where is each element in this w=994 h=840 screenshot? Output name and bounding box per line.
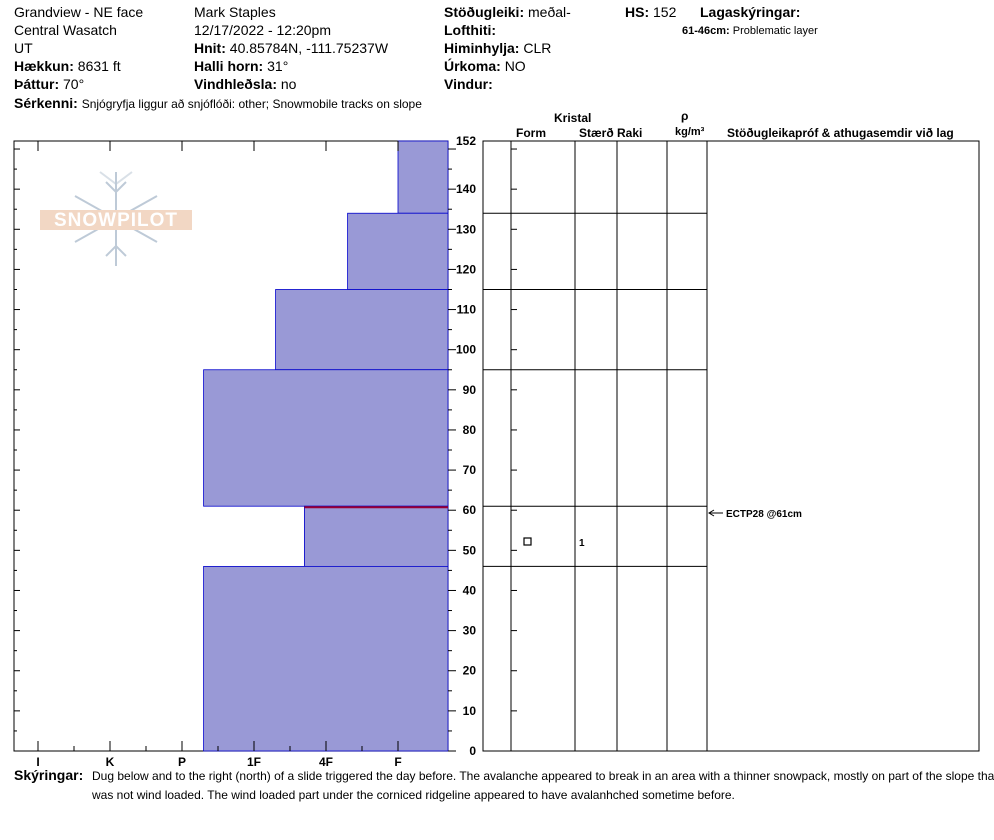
layer-notes-label: Lagaskýringar: <box>700 4 801 20</box>
hardness-layer-bar <box>275 289 449 371</box>
elevation-value: 8631 ft <box>77 58 121 74</box>
precipitation: Úrkoma: NO <box>444 58 526 74</box>
hardness-layer-bar <box>347 212 449 290</box>
coordinates: Hnit: 40.85784N, -111.75237W <box>194 40 388 56</box>
hardness-tick-label: K <box>106 755 115 769</box>
crystal-header: Kristal <box>554 111 592 125</box>
layer-note-text: Problematic layer <box>732 25 818 37</box>
depth-tick-label: 110 <box>457 303 477 317</box>
datetime: 12/17/2022 - 12:20pm <box>194 22 331 38</box>
depth-tick-label: 120 <box>456 262 476 276</box>
stability: Stöðugleiki: meðal- <box>444 4 571 20</box>
sky-cover: Himinhylja: CLR <box>444 40 551 56</box>
snow-height: HS: 152 <box>625 4 676 20</box>
moisture-header: Raki <box>617 126 643 140</box>
stability-value: meðal- <box>528 4 571 20</box>
elevation: Hækkun: 8631 ft <box>14 58 121 74</box>
hardness-tick-label: 4F <box>319 755 333 769</box>
slope-angle: Halli horn: 31° <box>194 58 288 74</box>
depth-tick-label: 90 <box>463 383 477 397</box>
density-symbol: ρ <box>681 109 689 123</box>
hardness-tick-label: I <box>36 755 39 769</box>
form-header: Form <box>516 126 546 140</box>
test-result: ECTP28 @61cm <box>726 509 802 520</box>
air-temp-label: Lofthiti: <box>444 22 497 38</box>
aspect-label: Þáttur: <box>14 76 60 92</box>
slope-angle-label: Halli horn: <box>194 58 264 74</box>
depth-tick-label: 30 <box>463 624 477 638</box>
comments-label: Skýringar: <box>14 767 84 783</box>
faceted-crystal-icon <box>523 537 532 546</box>
sky-cover-label: Himinhylja: <box>444 40 520 56</box>
depth-tick-label: 130 <box>456 222 476 236</box>
test-arrow-icon <box>708 509 723 517</box>
depth-tick-label: 152 <box>456 134 476 148</box>
table-layer-rows <box>483 140 707 567</box>
snow-height-value: 152 <box>653 4 677 20</box>
hardness-layer-bar <box>203 369 449 507</box>
depth-tick-label: 0 <box>469 744 476 758</box>
coordinates-value: 40.85784N, -111.75237W <box>229 40 389 56</box>
depth-tick-label: 60 <box>463 503 477 517</box>
precipitation-label: Úrkoma: <box>444 58 501 74</box>
hardness-layer-bar <box>303 505 449 567</box>
wind-loading-value: no <box>280 76 297 92</box>
depth-tick-label: 20 <box>463 664 477 678</box>
hardness-tick-label: F <box>394 755 401 769</box>
mountain-range: Central Wasatch <box>14 22 117 38</box>
comments-line-2: was not wind loaded. The wind loaded par… <box>92 788 735 802</box>
observer: Mark Staples <box>194 4 276 20</box>
snowpilot-logo: SNOWPILOT <box>40 171 192 266</box>
state: UT <box>14 40 33 56</box>
size-header: Stærð <box>579 126 614 140</box>
stability-label: Stöðugleiki: <box>444 4 525 20</box>
aspect-value: 70° <box>63 76 85 92</box>
depth-tick-label: 50 <box>463 543 477 557</box>
hardness-axis: I K P 1F 4F F <box>36 141 402 769</box>
layer-note: 61-46cm: Problematic layer <box>682 23 818 39</box>
hardness-tick-label: 1F <box>247 755 261 769</box>
depth-tick-label: 100 <box>456 343 476 357</box>
slope-angle-value: 31° <box>267 58 289 74</box>
features: Sérkenni: Snjógryfja liggur að snjóflóði… <box>14 95 422 112</box>
depth-tick-label: 80 <box>463 423 477 437</box>
layer-table-frame <box>482 140 980 752</box>
elevation-label: Hækkun: <box>14 58 74 74</box>
hardness-layer-bar <box>397 140 449 214</box>
table-column-lines <box>510 141 708 751</box>
density-unit: kg/m³ <box>675 126 705 138</box>
layer-note-range: 61-46cm: <box>682 25 730 37</box>
features-label: Sérkenni: <box>14 95 78 111</box>
hardness-layer-bar <box>203 565 449 752</box>
tests-header: Stöðugleikapróf & athugasemdir við lag <box>727 126 954 140</box>
depth-tick-label: 70 <box>463 463 477 477</box>
coordinates-label: Hnit: <box>194 40 226 56</box>
depth-tick-label: 40 <box>463 583 477 597</box>
wind-loading: Vindhleðsla: no <box>194 76 296 92</box>
table-depth-ticks <box>511 148 517 752</box>
depth-tick-label: 10 <box>463 704 477 718</box>
logo-banner <box>40 210 192 230</box>
logo-text: SNOWPILOT <box>54 210 178 231</box>
hardness-tick-label: P <box>178 755 186 769</box>
sky-cover-value: CLR <box>523 40 552 56</box>
depth-axis: 0 10 20 30 40 50 60 70 80 90 100 110 120 130 140 152 <box>14 134 476 758</box>
precipitation-value: NO <box>504 58 526 74</box>
location: Grandview - NE face <box>14 4 144 20</box>
features-value: Snjógryfja liggur að snjóflóði: other; S… <box>81 97 422 111</box>
aspect: Þáttur: 70° <box>14 76 84 92</box>
wind-loading-label: Vindhleðsla: <box>194 76 277 92</box>
hardness-layers <box>203 140 449 752</box>
comments-line-1: Dug below and to the right (north) of a … <box>92 769 994 783</box>
crystal-size-value: 1 <box>579 538 585 549</box>
snow-height-label: HS: <box>625 4 650 20</box>
wind-label: Vindur: <box>444 76 493 92</box>
depth-tick-label: 140 <box>456 182 476 196</box>
